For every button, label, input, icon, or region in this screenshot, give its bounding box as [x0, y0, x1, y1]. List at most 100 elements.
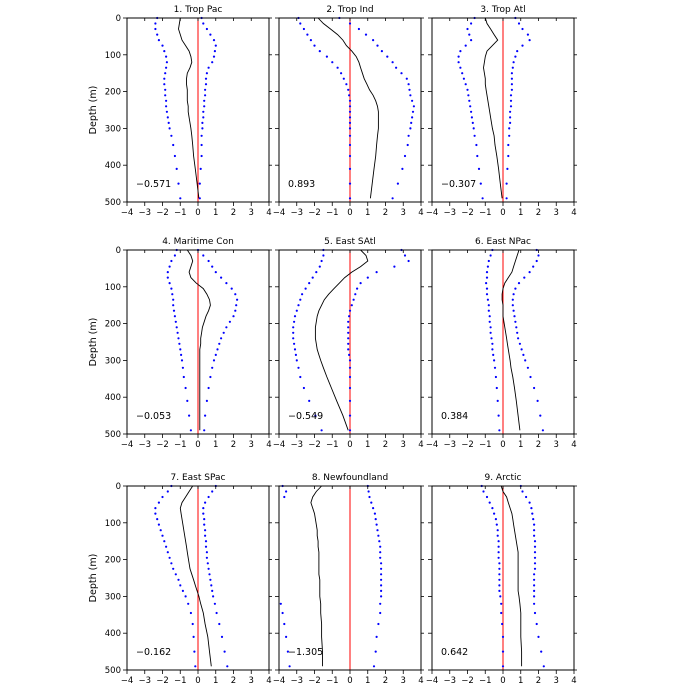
- spread-dot-lower: [489, 331, 492, 334]
- spread-dot-lower: [470, 110, 473, 113]
- y-axis-label: Depth (m): [88, 318, 99, 367]
- spread-dot-upper: [204, 77, 208, 80]
- spread-dot-upper: [209, 33, 212, 36]
- spread-dot-lower: [348, 182, 352, 185]
- spread-dot-upper: [347, 331, 350, 334]
- spread-dot-upper: [380, 50, 383, 53]
- panel-stat: 0.893: [288, 179, 315, 190]
- spread-dot-upper: [374, 650, 377, 653]
- spread-dot-upper: [348, 359, 352, 362]
- spread-dot-upper: [211, 490, 214, 493]
- x-tick-label: 1: [213, 208, 218, 218]
- spread-dot-upper: [204, 414, 207, 417]
- spread-dot-upper: [206, 562, 209, 565]
- x-tick-label: −2: [308, 676, 321, 686]
- spread-dot-upper: [200, 154, 203, 158]
- spread-dot-upper: [372, 39, 375, 42]
- spread-dot-upper: [509, 121, 512, 124]
- y-tick-label: 400: [105, 629, 121, 639]
- panel-6: −4 −3 −2 −1 0 1 2 3 4 6. East NPac 0.384: [426, 237, 577, 450]
- spread-dot-lower: [481, 197, 484, 200]
- spread-dot-upper: [377, 622, 380, 626]
- spread-dot-upper: [409, 94, 412, 97]
- spread-dot-lower: [348, 197, 352, 200]
- spread-dot-lower: [496, 529, 499, 532]
- spread-dot-lower: [279, 602, 282, 605]
- spread-dot-upper: [411, 99, 414, 102]
- spread-dot-lower: [191, 622, 194, 626]
- spread-dot-upper: [375, 271, 378, 274]
- x-tick-label: 4: [571, 676, 576, 686]
- spread-dot-upper: [210, 584, 213, 587]
- spread-dot-upper: [348, 309, 352, 312]
- spread-dot-upper: [212, 39, 216, 42]
- spread-dot-lower: [320, 429, 323, 432]
- x-tick-label: −4: [273, 208, 286, 218]
- spread-dot-lower: [331, 61, 334, 64]
- spread-dot-upper: [526, 33, 530, 36]
- spread-dot-lower: [340, 72, 343, 75]
- spread-dot-upper: [533, 540, 537, 543]
- x-tick-label: 1: [518, 440, 523, 450]
- spread-dot-upper: [214, 44, 217, 47]
- spread-dot-lower: [497, 545, 500, 548]
- panel-stat: −1.305: [288, 647, 323, 658]
- spread-dot-upper: [207, 495, 210, 499]
- spread-dot-lower: [464, 83, 467, 86]
- spread-dot-upper: [214, 271, 217, 274]
- spread-dot-lower: [173, 154, 176, 158]
- spread-dot-lower: [493, 512, 496, 515]
- spread-dot-upper: [373, 512, 376, 515]
- spread-dot-upper: [380, 567, 383, 570]
- spread-dot-lower: [348, 121, 352, 124]
- spread-dot-upper: [409, 127, 412, 130]
- y-tick-label: 400: [105, 161, 121, 171]
- spread-dot-upper: [225, 282, 228, 285]
- spread-dot-lower: [154, 22, 157, 25]
- y-tick-label: 100: [105, 519, 121, 529]
- spread-dot-lower: [482, 490, 485, 493]
- y-tick-label: 0: [116, 14, 121, 24]
- spread-dot-lower: [292, 337, 295, 340]
- spread-dot-upper: [533, 567, 537, 570]
- spread-dot-lower: [314, 414, 317, 417]
- spread-dot-lower: [322, 254, 325, 257]
- spread-dot-upper: [222, 331, 225, 334]
- spread-dot-upper: [220, 276, 223, 279]
- spread-dot-upper: [198, 197, 201, 200]
- spread-dot-lower: [154, 507, 157, 510]
- spread-dot-lower: [293, 320, 296, 323]
- spread-dot-upper: [379, 611, 382, 615]
- spread-dot-lower: [348, 116, 352, 119]
- spread-dot-lower: [288, 665, 291, 668]
- spread-dot-upper: [412, 105, 415, 108]
- spread-dot-upper: [533, 611, 537, 615]
- mean-profile-line: [500, 485, 523, 667]
- spread-dot-upper: [223, 650, 226, 653]
- spread-dot-lower: [176, 331, 179, 334]
- spread-dot-upper: [396, 182, 399, 185]
- spread-dot-upper: [220, 337, 223, 340]
- spread-dot-lower: [161, 495, 164, 499]
- spread-dot-upper: [505, 182, 508, 185]
- spread-dot-upper: [533, 584, 536, 587]
- spread-dot-lower: [299, 298, 302, 301]
- panel-7: −4 −3 −2 −1 0 1 2 3 4 0 100 200 300 400 500 7. East SPa…: [88, 473, 272, 686]
- spread-dot-upper: [528, 501, 531, 504]
- spread-dot-upper: [509, 116, 512, 119]
- mean-profile-line: [483, 17, 503, 199]
- spread-dot-lower: [188, 414, 191, 417]
- spread-dot-upper: [533, 534, 536, 537]
- spread-dot-lower: [177, 182, 180, 185]
- spread-dot-lower: [293, 342, 296, 345]
- spread-dot-lower: [302, 386, 305, 390]
- spread-dot-upper: [380, 589, 383, 593]
- spread-dot-upper: [523, 276, 526, 279]
- x-tick-label: −1: [479, 208, 492, 218]
- spread-dot-lower: [165, 55, 168, 58]
- spread-dot-lower: [470, 116, 473, 119]
- spread-dot-upper: [359, 282, 362, 285]
- x-tick-label: 3: [554, 676, 559, 686]
- x-tick-label: −2: [156, 208, 169, 218]
- spread-dot-upper: [203, 105, 206, 108]
